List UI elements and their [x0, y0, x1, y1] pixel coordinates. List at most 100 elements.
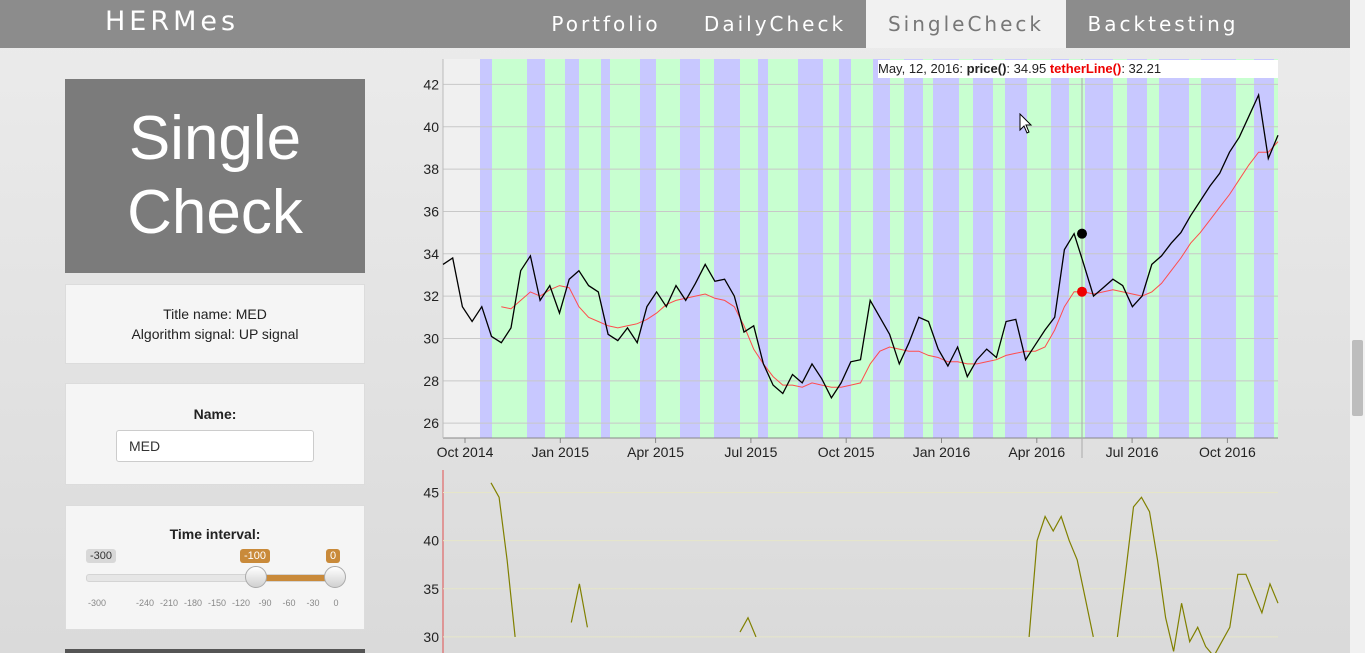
nav-dailycheck[interactable]: DailyCheck	[703, 12, 847, 36]
scrollbar-thumb[interactable]	[1352, 340, 1363, 416]
y-tick-label: 40	[423, 533, 439, 549]
brand-logo[interactable]: HERMes	[105, 6, 240, 37]
slider-to-handle[interactable]	[324, 566, 346, 588]
name-label: Name:	[193, 406, 237, 422]
slider-tick: -150	[207, 598, 227, 608]
slider-tick: -300	[87, 598, 107, 608]
signal-band	[1254, 59, 1274, 438]
slider-tick-labels: -300 -240 -210 -180 -150 -120 -90 -60 -3…	[66, 598, 364, 610]
tooltip-tether-value: 32.21	[1128, 61, 1162, 76]
y-tick-label: 42	[423, 76, 439, 92]
title-name-text: Title name: MED	[163, 306, 267, 322]
tooltip-price-value: 34.95	[1013, 61, 1047, 76]
slider-from-handle[interactable]	[245, 566, 267, 588]
signal-band	[640, 59, 656, 438]
tether-line-series	[501, 141, 1279, 388]
signal-band	[1274, 59, 1278, 438]
signal-band	[1147, 59, 1159, 438]
slider-tick: -210	[159, 598, 179, 608]
signal-band	[527, 59, 545, 438]
name-panel: Name:	[65, 383, 365, 485]
tooltip-price-label: price()	[966, 61, 1007, 76]
y-tick-label: 30	[423, 629, 439, 645]
signal-band	[1113, 59, 1127, 438]
slider-tick: -30	[306, 598, 320, 608]
signal-band	[1069, 59, 1085, 438]
signal-band	[1189, 59, 1201, 438]
y-tick-label: 28	[423, 373, 439, 389]
signal-band	[545, 59, 565, 438]
signal-band	[1127, 59, 1147, 438]
time-interval-label: Time interval:	[169, 526, 261, 542]
info-panel: Title name: MED Algorithm signal: UP sig…	[65, 284, 365, 364]
signal-band	[480, 59, 492, 438]
slider-tick: -180	[183, 598, 203, 608]
signal-band	[923, 59, 933, 438]
price-series	[442, 92, 1279, 400]
x-tick-label: Oct 2015	[818, 444, 875, 460]
algorithm-signal-text: Algorithm signal: UP signal	[131, 326, 299, 342]
time-interval-panel: Time interval: -300 -100 0 -300 -240 -21…	[65, 505, 365, 630]
top-navbar: HERMes Portfolio DailyCheck SingleCheck …	[0, 0, 1350, 48]
nav-singlecheck[interactable]: SingleCheck	[866, 0, 1066, 48]
name-input[interactable]	[116, 430, 314, 462]
y-tick-label: 45	[423, 484, 439, 500]
y-tick-label: 40	[423, 119, 439, 135]
signal-band	[579, 59, 601, 438]
x-tick-label: Jul 2015	[724, 444, 777, 460]
slider-tick: -240	[135, 598, 155, 608]
chart-tooltip: May, 12, 2016: price(): 34.95 tetherLine…	[878, 60, 1278, 78]
nav-portfolio[interactable]: Portfolio	[551, 12, 661, 36]
nav-backtesting[interactable]: Backtesting	[1087, 12, 1239, 36]
signal-band	[758, 59, 768, 438]
slider-tick: 0	[333, 598, 339, 608]
signal-band	[993, 59, 1005, 438]
y-tick-label: 36	[423, 203, 439, 219]
title-line-1: Single	[128, 104, 302, 173]
signal-band	[601, 59, 610, 438]
slider-tick: -90	[258, 598, 272, 608]
tooltip-tether-label: tetherLine()	[1049, 61, 1122, 76]
signal-band	[851, 59, 873, 438]
signal-band	[680, 59, 700, 438]
signal-band	[1085, 59, 1113, 438]
oscillator-chart: 30 35 40 45	[423, 470, 1279, 653]
x-tick-label: Apr 2015	[627, 444, 684, 460]
signal-band	[973, 59, 993, 438]
signal-band	[1051, 59, 1069, 438]
y-tick-label: 26	[423, 415, 439, 431]
slider-min-badge: -300	[86, 549, 117, 563]
signal-band	[610, 59, 640, 438]
y-tick-label: 34	[423, 246, 439, 262]
signal-band	[656, 59, 680, 438]
signal-band	[823, 59, 839, 438]
x-tick-label: Jan 2016	[913, 444, 971, 460]
oscillator-series	[490, 482, 1279, 653]
slider-from-badge: -100	[240, 549, 271, 563]
y-tick-label: 30	[423, 330, 439, 346]
y-tick-label: 32	[423, 288, 439, 304]
signal-band	[740, 59, 758, 438]
slider-track[interactable]	[86, 574, 336, 582]
price-hover-point	[1077, 228, 1087, 239]
page-scrollbar[interactable]	[1350, 0, 1365, 653]
signal-band	[1027, 59, 1051, 438]
signal-band	[873, 59, 890, 438]
x-tick-label: Jul 2016	[1106, 444, 1159, 460]
x-tick-label: Oct 2014	[437, 444, 494, 460]
signal-band	[1159, 59, 1189, 438]
price-chart[interactable]: 26 28 30 32 34 36 38 40 42 Oct 2014 Jan 2015 Apr 20…	[400, 56, 1290, 466]
tether-hover-point	[1077, 286, 1087, 297]
signal-band	[890, 59, 904, 438]
slider-tick: -60	[282, 598, 296, 608]
signal-band	[933, 59, 959, 438]
tooltip-date: May, 12, 2016:	[878, 61, 964, 76]
signal-band	[839, 59, 851, 438]
slider-range-fill	[253, 575, 335, 581]
x-tick-label: Jan 2015	[531, 444, 589, 460]
y-tick-label: 38	[423, 161, 439, 177]
signal-band	[565, 59, 579, 438]
next-panel-edge	[65, 649, 365, 653]
x-tick-label: Oct 2016	[1199, 444, 1256, 460]
x-tick-label: Apr 2016	[1008, 444, 1065, 460]
